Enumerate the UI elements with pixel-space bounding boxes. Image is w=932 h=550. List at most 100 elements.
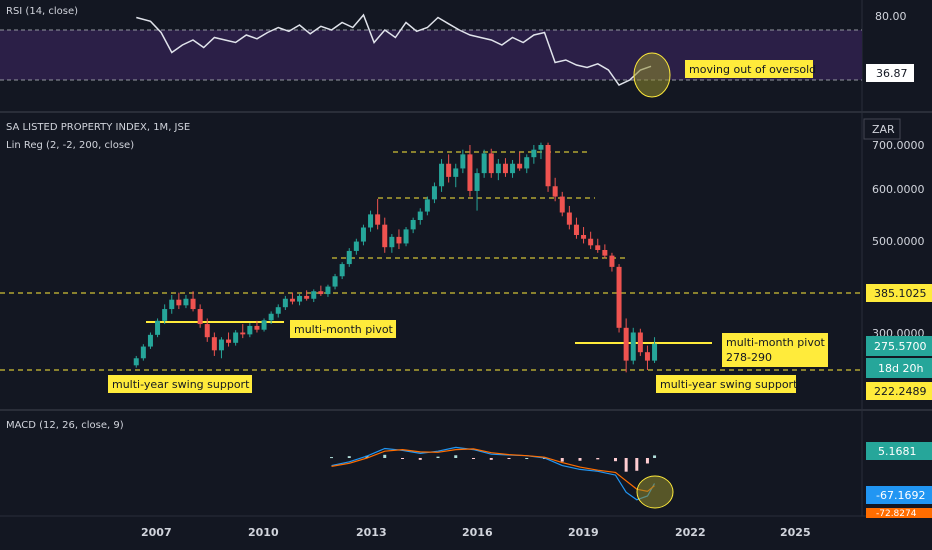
- pivot-right-annotation-line1: multi-month pivot: [726, 336, 826, 349]
- macd-hist-bar: [347, 456, 351, 458]
- signal-line: [331, 448, 655, 493]
- macd-hist-bar: [525, 458, 529, 459]
- candle-body: [467, 154, 473, 191]
- rsi-annotation-box[interactable]: [685, 60, 813, 78]
- candle-body: [304, 295, 310, 299]
- time-label-2022: 2022: [675, 526, 706, 539]
- last-price-box: [866, 336, 932, 356]
- candle-body: [417, 211, 423, 220]
- candlestick-series: [133, 142, 658, 373]
- signal-value-label-box: [866, 508, 932, 518]
- macd-hist-bar: [578, 458, 582, 461]
- price-axis-700: 700.0000: [872, 139, 925, 152]
- candle-body: [133, 358, 139, 366]
- candle-body: [297, 295, 303, 302]
- pivot-left-annotation-box[interactable]: [290, 320, 396, 338]
- macd-pane[interactable]: MACD (12, 26, close, 9) 5.1681 -67.1692 …: [6, 420, 932, 519]
- candle-body: [325, 286, 331, 295]
- candle-body: [439, 163, 445, 187]
- pivot-right-annotation-box[interactable]: [722, 333, 828, 367]
- macd-hist-bar: [560, 458, 564, 462]
- macd-hist-bar: [383, 454, 387, 458]
- macd-hist-bar: [418, 458, 422, 460]
- macd-hist-bar: [436, 456, 440, 458]
- macd-hist-bar: [645, 458, 649, 464]
- candle-body: [339, 264, 345, 277]
- candle-body: [311, 291, 317, 299]
- candle-body: [446, 163, 452, 177]
- time-label-2019: 2019: [568, 526, 599, 539]
- candle-body: [375, 214, 381, 225]
- macd-hist-bar: [472, 458, 475, 459]
- level-222-label: 222.2489: [874, 385, 927, 398]
- candle-body: [353, 241, 359, 251]
- candle-body: [552, 186, 558, 197]
- macd-hist-bar: [635, 458, 639, 471]
- candle-body: [389, 236, 395, 248]
- countdown-label: 18d 20h: [878, 362, 923, 375]
- candle-body: [652, 343, 658, 361]
- macd-value-label-box: [866, 486, 932, 504]
- candle-body: [609, 255, 615, 267]
- candle-body: [211, 337, 217, 351]
- macd-value-label: -67.1692: [876, 489, 925, 502]
- candle-body: [431, 186, 437, 200]
- rsi-annotation-text: moving out of oversold: [689, 63, 816, 76]
- candle-body: [588, 238, 594, 246]
- candle-body: [140, 346, 146, 359]
- macd-lines: [331, 446, 656, 501]
- candle-body: [424, 199, 430, 212]
- candle-body: [644, 352, 650, 361]
- candle-body: [573, 224, 579, 235]
- candle-body: [510, 163, 516, 174]
- macd-hist-bar: [365, 455, 369, 458]
- candle-body: [318, 291, 324, 295]
- candle-body: [368, 214, 374, 228]
- candle-body: [495, 163, 501, 174]
- candle-body: [233, 332, 239, 343]
- candle-body: [254, 325, 260, 330]
- level-385-label: 385.1025: [874, 287, 927, 300]
- macd-hist-bar: [596, 458, 600, 460]
- candle-body: [289, 298, 295, 302]
- macd-highlight-circle: [636, 475, 674, 509]
- candle-body: [360, 227, 366, 242]
- macd-hist-bar: [507, 458, 511, 459]
- pivot-right-annotation-line2: 278-290: [726, 351, 772, 364]
- candle-body: [616, 266, 622, 328]
- candle-body: [190, 298, 196, 310]
- rsi-pane[interactable]: RSI (14, close) moving out of oversold 8…: [0, 6, 914, 98]
- candle-body: [197, 309, 203, 325]
- indicator-subtitle: Lin Reg (2, -2, 200, close): [6, 140, 134, 151]
- candle-body: [382, 224, 388, 248]
- candle-body: [566, 212, 572, 225]
- signal-value-label: -72.8274: [876, 509, 917, 519]
- candle-body: [282, 298, 288, 308]
- macd-hist-bar: [489, 458, 493, 460]
- macd-hist-bar: [614, 458, 617, 462]
- support-left-annotation: multi-year swing support: [112, 378, 250, 391]
- currency-badge[interactable]: [863, 118, 901, 140]
- last-price-label: 275.5700: [874, 340, 927, 353]
- rsi-last-value-box: [866, 64, 914, 82]
- candle-body: [481, 153, 487, 174]
- time-axis[interactable]: 2007 2010 2013 2016 2019 2022 2025: [141, 526, 811, 539]
- macd-hist-bar: [653, 455, 657, 458]
- time-label-2007: 2007: [141, 526, 172, 539]
- candle-body: [517, 163, 523, 169]
- candle-body: [268, 313, 274, 321]
- time-label-2013: 2013: [356, 526, 387, 539]
- price-pane[interactable]: SA LISTED PROPERTY INDEX, 1M, JSE Lin Re…: [0, 118, 932, 400]
- support-right-annotation-box[interactable]: [656, 375, 796, 393]
- candle-body: [403, 229, 409, 244]
- candle-body: [155, 320, 161, 335]
- candle-body: [538, 145, 544, 150]
- price-axis-600: 600.0000: [872, 183, 925, 196]
- candle-body: [247, 325, 253, 335]
- level-385-label-box: [866, 284, 932, 302]
- candle-body: [474, 173, 480, 191]
- candle-body: [261, 320, 267, 330]
- support-right-annotation: multi-year swing support: [660, 378, 798, 391]
- support-left-annotation-box[interactable]: [108, 375, 252, 393]
